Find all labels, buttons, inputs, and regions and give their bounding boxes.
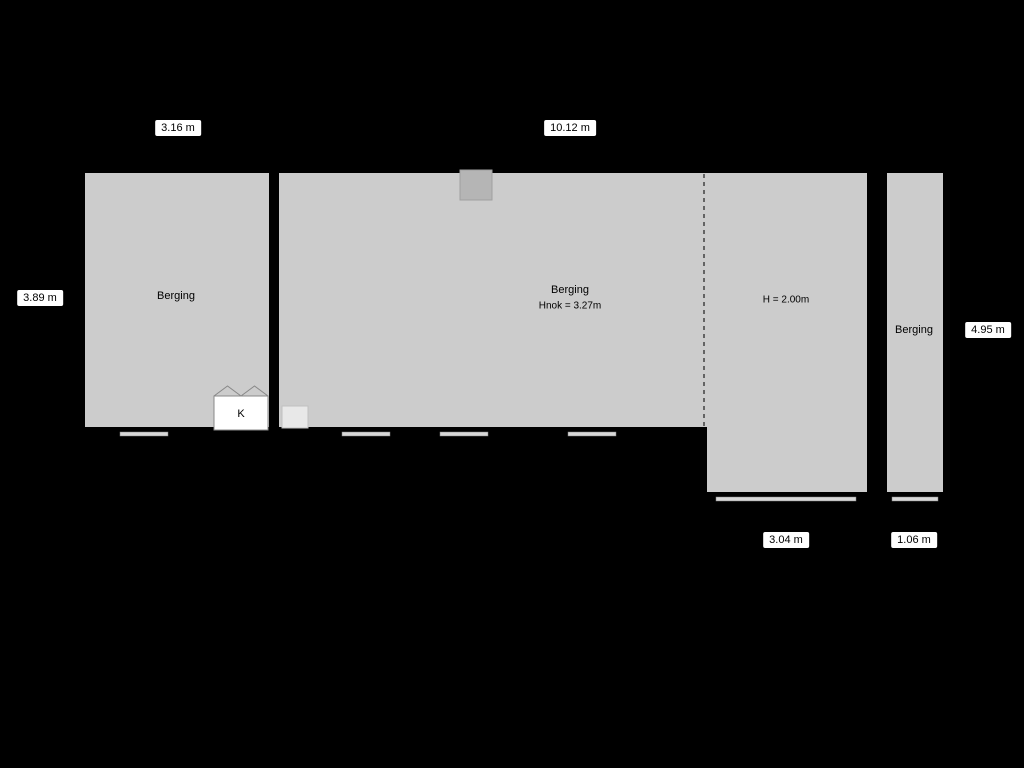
label-h200: H = 2.00m bbox=[763, 295, 809, 306]
dim-3-04: 3.04 m bbox=[763, 532, 809, 548]
svg-text:K: K bbox=[237, 408, 245, 420]
dim-1-06: 1.06 m bbox=[891, 532, 937, 548]
window-marker-1 bbox=[342, 432, 390, 436]
label-berging-center: Berging bbox=[551, 284, 589, 296]
label-berging-left: Berging bbox=[157, 290, 195, 302]
window-marker-4 bbox=[716, 497, 856, 501]
dim-3-89: 3.89 m bbox=[17, 290, 63, 306]
window-marker-5 bbox=[892, 497, 938, 501]
window-marker-0 bbox=[120, 432, 168, 436]
room-center-L bbox=[276, 170, 870, 495]
dim-10-12: 10.12 m bbox=[544, 120, 596, 136]
chimney bbox=[460, 170, 492, 200]
window-marker-2 bbox=[440, 432, 488, 436]
floorplan-canvas: K bbox=[0, 0, 1024, 768]
dim-3-16: 3.16 m bbox=[155, 120, 201, 136]
floor-square bbox=[282, 406, 308, 428]
label-hnok: Hnok = 3.27m bbox=[539, 301, 602, 312]
dim-4-95: 4.95 m bbox=[965, 322, 1011, 338]
label-berging-right: Berging bbox=[895, 324, 933, 336]
window-marker-3 bbox=[568, 432, 616, 436]
